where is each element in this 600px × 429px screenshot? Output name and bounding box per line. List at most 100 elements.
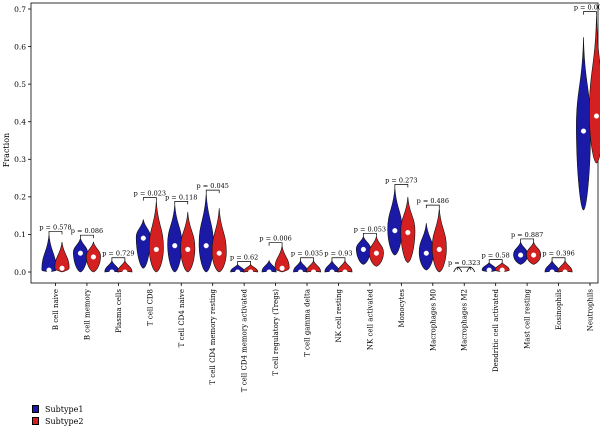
- plot-frame: [30, 2, 599, 284]
- median-point-subtype2-3: [153, 246, 159, 253]
- median-point-subtype2-17: [593, 113, 600, 119]
- x-tick-label-15: Mast cell resting: [524, 288, 532, 348]
- x-tick-label-10: NK cell activated: [366, 288, 374, 350]
- p-value-label-6: p = 0.62: [230, 253, 258, 261]
- significance-bracket-15: [520, 238, 534, 242]
- violin-group-8: p = 0.035: [291, 250, 323, 275]
- p-value-label-13: p = 0.323: [448, 259, 480, 267]
- violin-group-3: p = 0.023: [134, 190, 166, 273]
- x-tick-label-8: T cell gamma delta: [304, 289, 312, 357]
- violin-subtype2-0: [54, 241, 70, 273]
- legend-item-subtype1[interactable]: Subtype1: [32, 403, 83, 415]
- violin-subtype1-0: [41, 234, 57, 273]
- violin-subtype2-17: [589, 14, 600, 164]
- significance-bracket-12: [425, 204, 440, 209]
- median-point-subtype2-0: [59, 265, 65, 271]
- significance-bracket-17: [583, 11, 597, 15]
- median-point-subtype1-11: [392, 228, 398, 234]
- median-point-subtype2-2: [122, 269, 128, 275]
- p-value-label-5: p = 0.045: [197, 182, 229, 190]
- x-tick-label-12: Macrophages M0: [429, 289, 437, 351]
- p-value-label-0: p = 0.578: [39, 223, 71, 231]
- median-point-subtype2-9: [342, 269, 348, 275]
- x-tick-label-14: Dendritic cell activated: [492, 288, 500, 372]
- violin-group-17: p = 0.007: [574, 4, 600, 211]
- violin-subtype1-11: [387, 187, 403, 256]
- median-point-subtype1-4: [172, 243, 178, 249]
- significance-bracket-11: [394, 184, 409, 188]
- median-point-subtype1-2: [109, 269, 115, 275]
- significance-bracket-4: [174, 201, 189, 205]
- p-value-label-1: p = 0.086: [71, 227, 103, 235]
- significance-bracket-3: [142, 197, 157, 201]
- significance-bracket-5: [205, 189, 220, 194]
- median-point-subtype1-6: [235, 269, 241, 275]
- x-tick-label-11: Monocytes: [398, 289, 406, 328]
- significance-bracket-10: [363, 232, 377, 237]
- violin-group-0: p = 0.578: [39, 223, 72, 273]
- y-tick-label-2: 0.2: [14, 193, 26, 202]
- violin-group-1: p = 0.086: [71, 227, 103, 273]
- median-point-subtype2-6: [248, 269, 254, 275]
- violin-subtype1-12: [418, 223, 434, 271]
- violin-group-6: p = 0.62: [230, 253, 258, 275]
- significance-bracket-7: [268, 242, 283, 246]
- violin-subtype1-5: [198, 193, 214, 273]
- median-point-subtype1-7: [266, 269, 272, 275]
- x-tick-label-13: Macrophages M2: [461, 289, 469, 351]
- y-tick-label-0: 0.0: [14, 268, 26, 277]
- legend-item-subtype2[interactable]: Subtype2: [32, 415, 83, 427]
- median-point-subtype1-16: [549, 269, 555, 275]
- violin-group-4: p = 0.118: [165, 193, 197, 273]
- significance-bracket-16: [551, 257, 566, 261]
- p-value-label-14: p = 0.58: [482, 252, 510, 260]
- y-tick-label-5: 0.5: [14, 80, 26, 89]
- p-value-label-9: p = 0.93: [324, 250, 352, 258]
- axes: 0.0 0.1 0.2 0.3 0.4 0.5 0.6 0.7 B cell naive B ce…: [14, 2, 599, 392]
- legend-label-subtype1: Subtype1: [45, 404, 84, 414]
- significance-bracket-2: [111, 257, 126, 261]
- p-value-label-4: p = 0.118: [165, 193, 197, 201]
- y-tick-label-7: 0.7: [14, 5, 26, 14]
- significance-bracket-6: [237, 261, 251, 265]
- p-value-label-10: p = 0.053: [354, 225, 386, 233]
- p-value-label-8: p = 0.035: [291, 250, 323, 258]
- median-point-subtype1-3: [140, 235, 146, 241]
- median-point-subtype2-7: [279, 265, 285, 271]
- violin-group-14: p = 0.58: [482, 252, 510, 273]
- p-value-label-2: p = 0.729: [102, 250, 134, 258]
- p-value-label-17: p = 0.007: [574, 4, 600, 12]
- violin-subtype2-5: [211, 208, 227, 273]
- violin-subtype1-3: [135, 219, 151, 269]
- violin-group-9: p = 0.93: [324, 250, 353, 275]
- significance-bracket-13: [457, 266, 472, 271]
- median-point-subtype1-14: [486, 267, 492, 273]
- p-value-label-16: p = 0.396: [542, 250, 574, 258]
- legend: Subtype1 Subtype2: [32, 403, 83, 427]
- x-tick-label-9: NK cell resting: [335, 288, 343, 342]
- violin-subtype2-12: [431, 208, 447, 273]
- violin-group-2: p = 0.729: [102, 250, 135, 275]
- median-point-subtype1-15: [518, 252, 524, 258]
- median-point-subtype2-10: [373, 250, 379, 256]
- violin-group-7: p = 0.006: [259, 235, 292, 275]
- x-tick-label-7: T cell regulatory (Tregs): [272, 289, 280, 376]
- x-tick-label-6: T cell CD4 memory activated: [241, 288, 249, 392]
- y-tick-label-3: 0.3: [14, 155, 26, 164]
- median-point-subtype1-9: [329, 269, 335, 275]
- violin-group-16: p = 0.396: [542, 250, 575, 275]
- median-point-subtype2-5: [216, 250, 222, 256]
- violin-group-11: p = 0.273: [385, 176, 418, 263]
- violin-subtype2-3: [148, 200, 164, 273]
- violin-subtype2-7: [274, 245, 290, 273]
- legend-swatch-subtype2: [32, 417, 39, 425]
- median-point-subtype1-17: [580, 128, 587, 134]
- violin-subtype1-4: [167, 204, 183, 273]
- violin-subtype2-11: [400, 196, 416, 263]
- significance-bracket-1: [80, 234, 94, 239]
- violin-group-10: p = 0.053: [354, 225, 386, 267]
- median-point-subtype2-14: [499, 267, 505, 273]
- median-point-subtype2-12: [436, 246, 442, 253]
